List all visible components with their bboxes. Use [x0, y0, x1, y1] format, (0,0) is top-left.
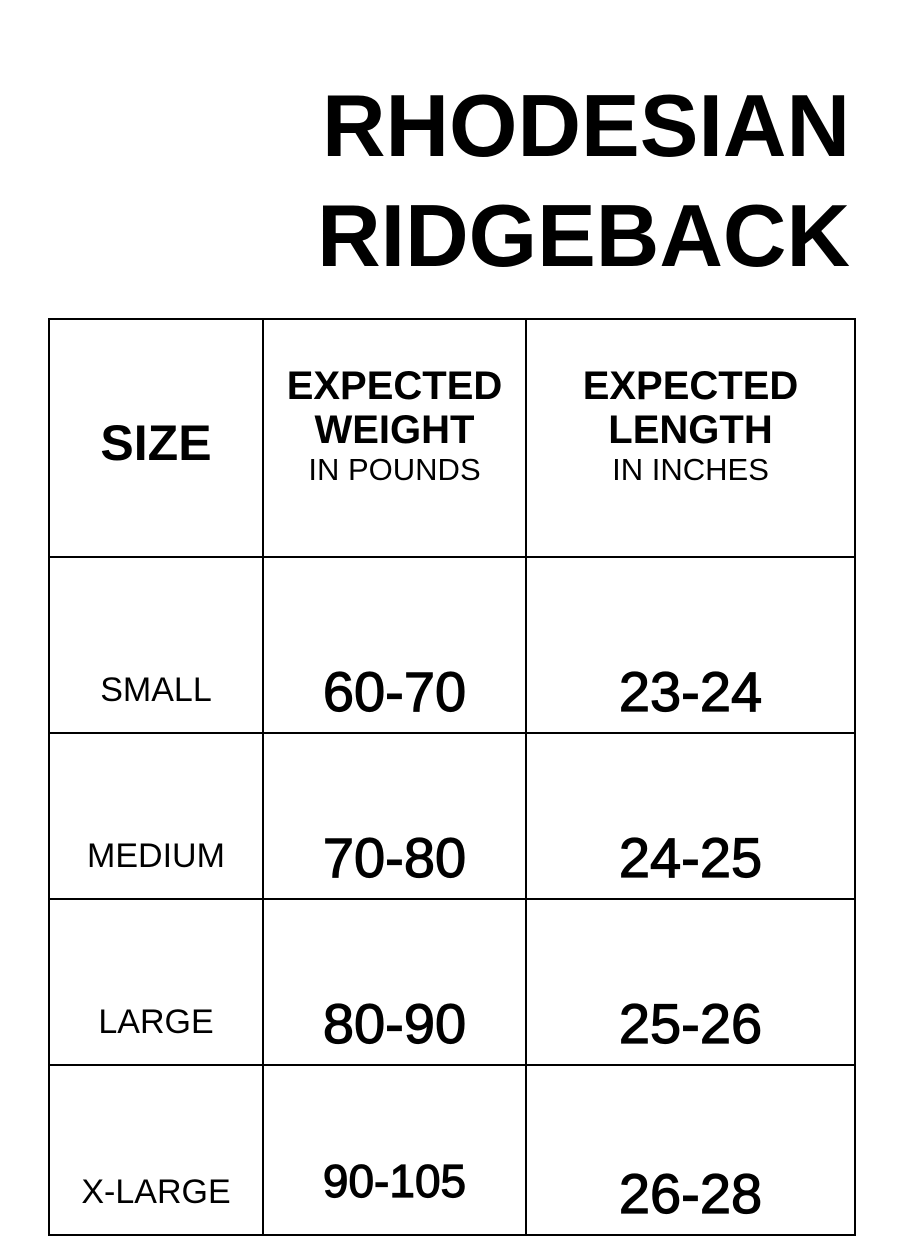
- weight-cell: 90-105: [262, 1064, 527, 1236]
- table-row: MEDIUM 70-80 24-25: [48, 732, 856, 900]
- header-weight-line2: WEIGHT: [314, 408, 475, 452]
- title-line-1: RHODESIAN: [321, 76, 850, 175]
- weight-cell: 60-70: [262, 556, 527, 734]
- header-length-line1: EXPECTED: [582, 364, 799, 408]
- size-cell: X-LARGE: [48, 1064, 264, 1236]
- header-length-unit: IN INCHES: [612, 452, 769, 487]
- header-length: EXPECTED LENGTH IN INCHES: [525, 318, 856, 558]
- weight-cell: 80-90: [262, 898, 527, 1066]
- size-cell: MEDIUM: [48, 732, 264, 900]
- header-size: SIZE: [48, 318, 264, 558]
- size-cell: SMALL: [48, 556, 264, 734]
- title-line-2: RIDGEBACK: [317, 186, 850, 285]
- header-row: SIZE EXPECTED WEIGHT IN POUNDS EXPECTED …: [48, 318, 856, 558]
- size-table: SIZE EXPECTED WEIGHT IN POUNDS EXPECTED …: [48, 318, 856, 1236]
- length-cell: 24-25: [525, 732, 856, 900]
- table-row: X-LARGE 90-105 26-28: [48, 1064, 856, 1236]
- length-cell: 25-26: [525, 898, 856, 1066]
- size-cell: LARGE: [48, 898, 264, 1066]
- length-cell: 26-28: [525, 1064, 856, 1236]
- header-weight-unit: IN POUNDS: [308, 452, 481, 487]
- length-cell: 23-24: [525, 556, 856, 734]
- table-row: LARGE 80-90 25-26: [48, 898, 856, 1066]
- header-length-line2: LENGTH: [608, 408, 773, 452]
- header-weight-line1: EXPECTED: [286, 364, 503, 408]
- table-row: SMALL 60-70 23-24: [48, 556, 856, 734]
- weight-cell: 70-80: [262, 732, 527, 900]
- header-weight: EXPECTED WEIGHT IN POUNDS: [262, 318, 527, 558]
